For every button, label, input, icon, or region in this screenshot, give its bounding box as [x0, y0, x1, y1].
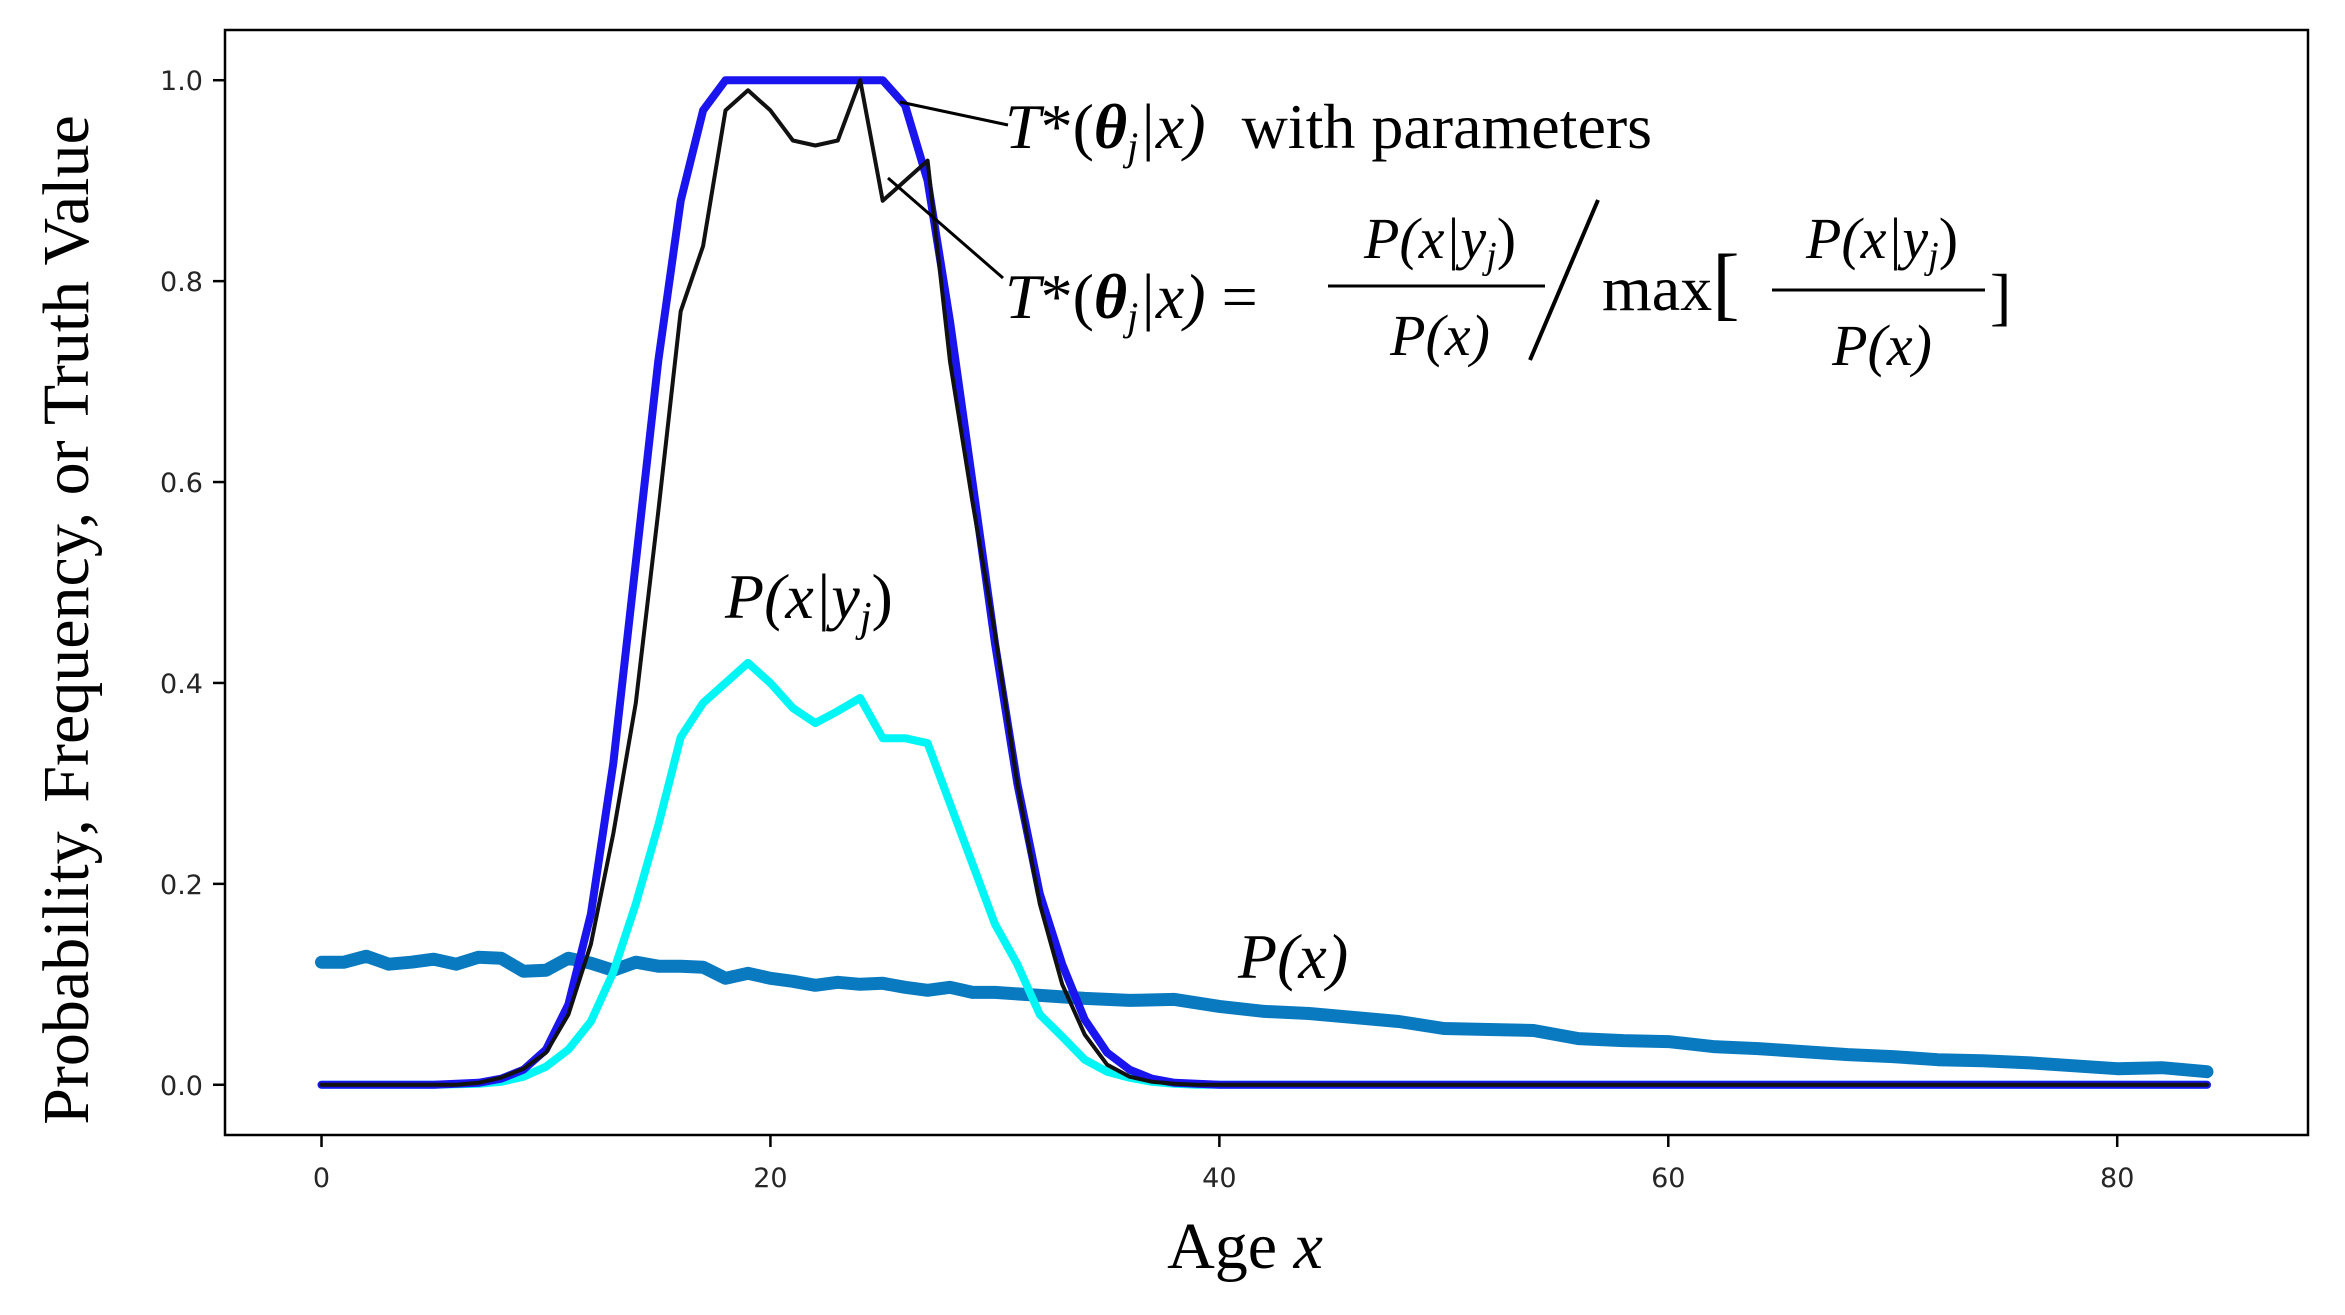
t-param-series-line [317, 76, 2211, 1089]
frac2-denominator: P(x) [1831, 313, 1932, 378]
x-tick-label: 80 [2100, 1163, 2134, 1194]
t-formula-bar-x: |x) [1138, 261, 1205, 332]
t-param-theta: θ [1094, 91, 1127, 162]
y-tick-label: 0.8 [160, 267, 203, 298]
t-formula-lhs: T*(θj|x) = [1005, 261, 1258, 339]
t-formula-theta: θ [1094, 261, 1127, 332]
pxy-label: P(x|yj) [724, 561, 893, 641]
t-param-sub-j: j [1122, 124, 1138, 169]
t-param-leader-line [899, 100, 1009, 127]
t-formula-series-line [319, 78, 2209, 1087]
x-axis-title-var: x [1293, 1210, 1323, 1283]
x-tick-label: 0 [313, 1163, 330, 1194]
t-formula-T: T [1005, 261, 1045, 332]
formula-rbracket: ] [1990, 261, 2011, 332]
frac1-numerator: P(x|yj) [1363, 206, 1516, 277]
t-param-with-parameters: with parameters [1242, 91, 1653, 162]
px-label: P(x) [1237, 921, 1348, 992]
y-tick-label: 0.4 [160, 669, 203, 700]
series-group [315, 76, 2214, 1089]
t-formula-sub-j: j [1122, 294, 1138, 339]
x-tick-label: 40 [1202, 1163, 1236, 1194]
formula-max: max[ [1602, 237, 1740, 328]
t-param-star: *( [1041, 91, 1094, 162]
formula-slash [1528, 199, 1600, 361]
x-tick-label: 20 [753, 1163, 787, 1194]
pxy-series-line [317, 658, 2211, 1089]
y-tick-label: 0.2 [160, 870, 203, 901]
frac1-denominator: P(x) [1389, 303, 1490, 368]
plot-frame [223, 28, 2310, 1137]
y-tick-label: 0.6 [160, 468, 203, 499]
t-param-T: T [1005, 91, 1045, 162]
t-formula-star: *( [1041, 261, 1094, 332]
axis-ticks: 0 20 40 60 80 0.0 0.2 0.4 0.6 0.8 1.0 [160, 66, 2134, 1194]
x-axis-title-main: Age [1167, 1210, 1293, 1283]
t-param-label: T*(θj|x) with parameters [1005, 91, 1652, 169]
t-formula-equals: = [1206, 261, 1258, 332]
y-tick-label: 0.0 [160, 1071, 203, 1102]
x-tick-label: 60 [1651, 1163, 1685, 1194]
y-axis-title: Probability, Frequency, or Truth Value [30, 115, 103, 1125]
frac2-numerator: P(x|yj) [1805, 206, 1958, 277]
x-axis-title: Age x [1167, 1210, 1323, 1283]
t-formula-leader-line [887, 176, 1004, 280]
t-param-bar-x: |x) [1138, 91, 1205, 162]
y-tick-label: 1.0 [160, 66, 203, 97]
px-series-line [315, 949, 2214, 1079]
